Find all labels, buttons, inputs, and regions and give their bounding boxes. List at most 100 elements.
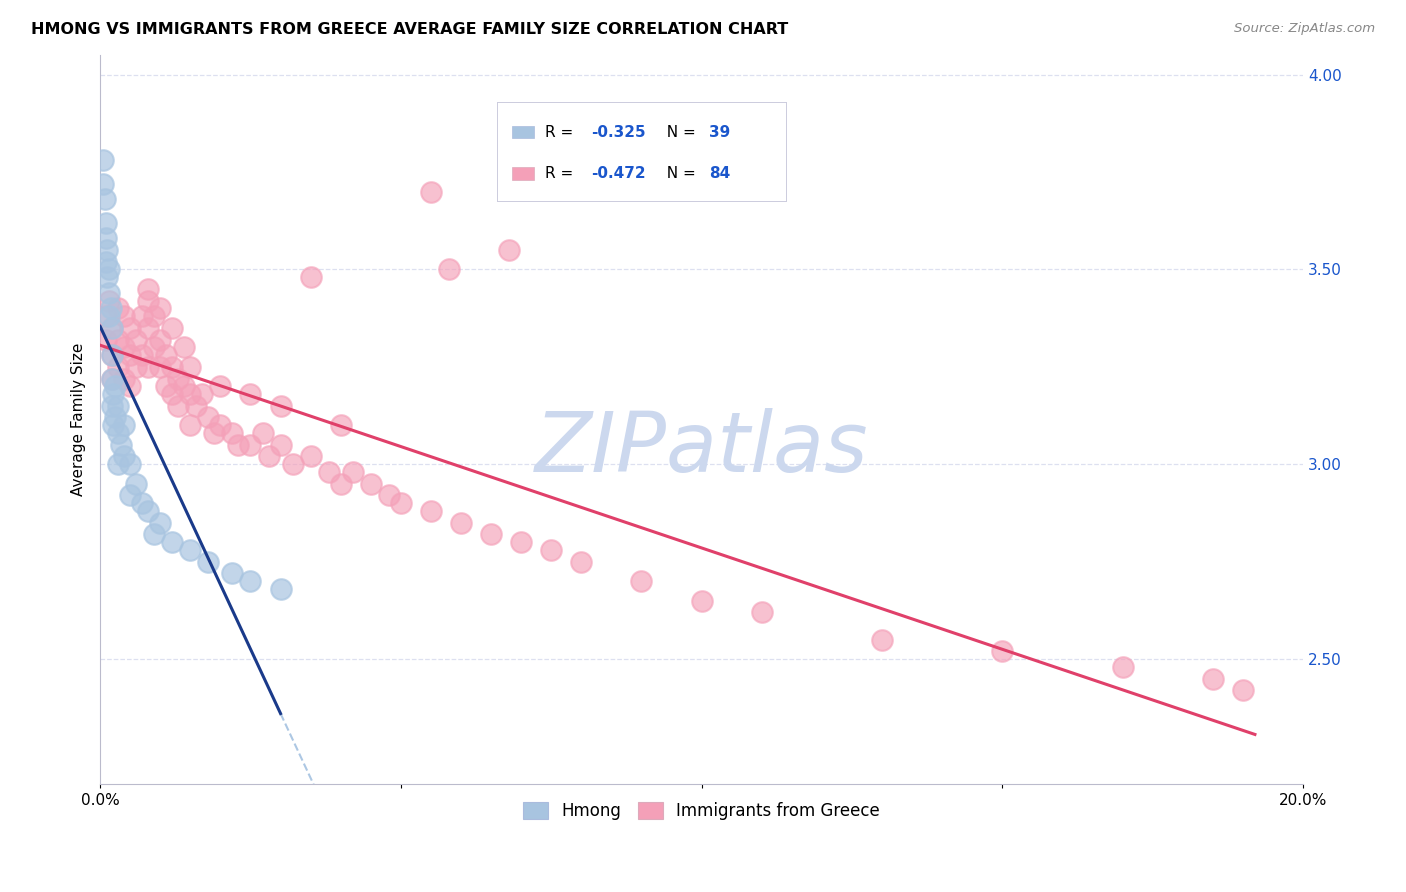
Point bbox=[94, 254, 117, 268]
Point bbox=[136, 504, 159, 518]
Text: Source: ZipAtlas.com: Source: ZipAtlas.com bbox=[1234, 22, 1375, 36]
Point bbox=[202, 426, 225, 441]
Point bbox=[136, 293, 159, 308]
Y-axis label: Average Family Size: Average Family Size bbox=[72, 343, 86, 496]
Point bbox=[94, 333, 117, 347]
Point bbox=[179, 418, 201, 433]
Point bbox=[107, 301, 129, 316]
Point bbox=[197, 410, 219, 425]
Point bbox=[690, 593, 713, 607]
Point bbox=[101, 321, 124, 335]
Point bbox=[162, 387, 184, 401]
Point bbox=[162, 359, 184, 374]
Point bbox=[96, 270, 118, 285]
Point bbox=[112, 450, 135, 464]
Point bbox=[94, 192, 117, 206]
Point bbox=[149, 333, 172, 347]
Point bbox=[103, 418, 125, 433]
Point bbox=[1202, 672, 1225, 686]
Point bbox=[101, 348, 124, 362]
Point bbox=[143, 527, 166, 541]
Point bbox=[125, 333, 148, 347]
Point bbox=[101, 321, 124, 335]
Point bbox=[419, 185, 441, 199]
Point bbox=[120, 488, 142, 502]
Point bbox=[569, 555, 592, 569]
Point bbox=[1111, 660, 1133, 674]
Point bbox=[104, 379, 127, 393]
Point bbox=[186, 399, 208, 413]
Point bbox=[107, 457, 129, 471]
Point bbox=[360, 476, 382, 491]
Point bbox=[378, 488, 401, 502]
Point bbox=[209, 418, 232, 433]
Point bbox=[103, 387, 125, 401]
Point bbox=[179, 387, 201, 401]
Point bbox=[143, 309, 166, 323]
Point bbox=[299, 270, 322, 285]
Point bbox=[510, 535, 533, 549]
Point bbox=[100, 301, 122, 316]
Point bbox=[136, 321, 159, 335]
Point bbox=[101, 371, 124, 385]
Point bbox=[870, 632, 893, 647]
Point bbox=[96, 243, 118, 257]
Point bbox=[329, 476, 352, 491]
Point bbox=[120, 321, 142, 335]
Point bbox=[389, 496, 412, 510]
Point bbox=[221, 426, 243, 441]
Point bbox=[173, 379, 195, 393]
Point bbox=[120, 457, 142, 471]
Point bbox=[450, 516, 472, 530]
Point bbox=[540, 543, 562, 558]
Point bbox=[98, 309, 121, 323]
Point bbox=[110, 438, 132, 452]
Point bbox=[131, 309, 153, 323]
Point bbox=[101, 399, 124, 413]
Point bbox=[107, 333, 129, 347]
Point bbox=[437, 262, 460, 277]
Point bbox=[143, 340, 166, 354]
Point bbox=[112, 309, 135, 323]
Point bbox=[270, 438, 292, 452]
Point bbox=[94, 216, 117, 230]
Point bbox=[101, 371, 124, 385]
Point bbox=[98, 262, 121, 277]
Point bbox=[498, 243, 520, 257]
Point bbox=[136, 282, 159, 296]
Point bbox=[149, 516, 172, 530]
Point bbox=[419, 504, 441, 518]
Point bbox=[191, 387, 214, 401]
Point bbox=[1232, 683, 1254, 698]
Point bbox=[91, 153, 114, 168]
Point bbox=[270, 399, 292, 413]
Point bbox=[329, 418, 352, 433]
Point bbox=[179, 359, 201, 374]
Point bbox=[107, 399, 129, 413]
Point bbox=[155, 379, 177, 393]
Point bbox=[299, 450, 322, 464]
Point bbox=[239, 438, 262, 452]
Point bbox=[318, 465, 340, 479]
Point bbox=[131, 496, 153, 510]
Point bbox=[131, 348, 153, 362]
Point bbox=[94, 231, 117, 245]
Point bbox=[112, 371, 135, 385]
Legend: Hmong, Immigrants from Greece: Hmong, Immigrants from Greece bbox=[516, 795, 887, 826]
Point bbox=[107, 359, 129, 374]
Point bbox=[167, 371, 190, 385]
Point bbox=[120, 348, 142, 362]
Point bbox=[239, 387, 262, 401]
Point bbox=[120, 379, 142, 393]
Text: HMONG VS IMMIGRANTS FROM GREECE AVERAGE FAMILY SIZE CORRELATION CHART: HMONG VS IMMIGRANTS FROM GREECE AVERAGE … bbox=[31, 22, 789, 37]
Point bbox=[252, 426, 274, 441]
Point bbox=[991, 644, 1014, 658]
Point bbox=[149, 301, 172, 316]
Point bbox=[221, 566, 243, 581]
Point bbox=[479, 527, 502, 541]
Point bbox=[173, 340, 195, 354]
Point bbox=[257, 450, 280, 464]
Point bbox=[136, 359, 159, 374]
Point bbox=[104, 410, 127, 425]
Point bbox=[630, 574, 652, 588]
